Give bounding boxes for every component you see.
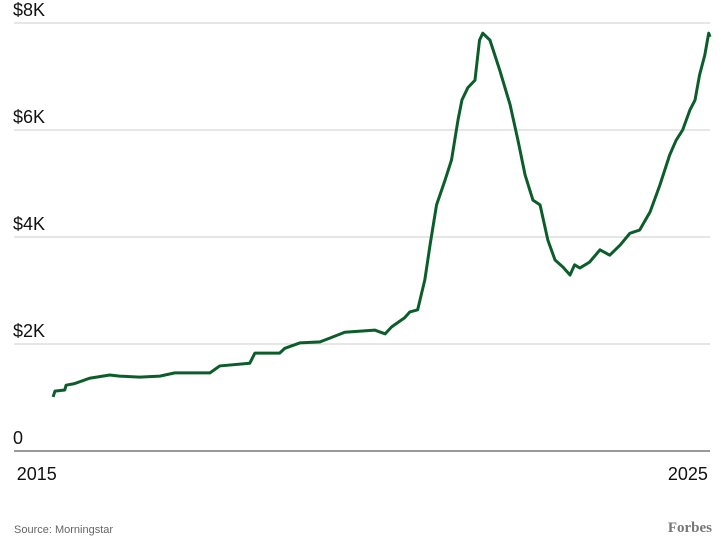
y-tick-label: $2K	[13, 321, 45, 341]
x-tick-label: 2025	[668, 464, 708, 484]
y-tick-label: $6K	[13, 107, 45, 127]
x-tick-label: 2015	[17, 464, 57, 484]
y-tick-label: $8K	[13, 0, 45, 20]
y-tick-label: $4K	[13, 214, 45, 234]
y-tick-label: 0	[13, 428, 23, 448]
brand-logo: Forbes	[668, 520, 712, 536]
data-line	[51, 31, 712, 398]
source-note: Source: Morningstar	[14, 524, 113, 536]
